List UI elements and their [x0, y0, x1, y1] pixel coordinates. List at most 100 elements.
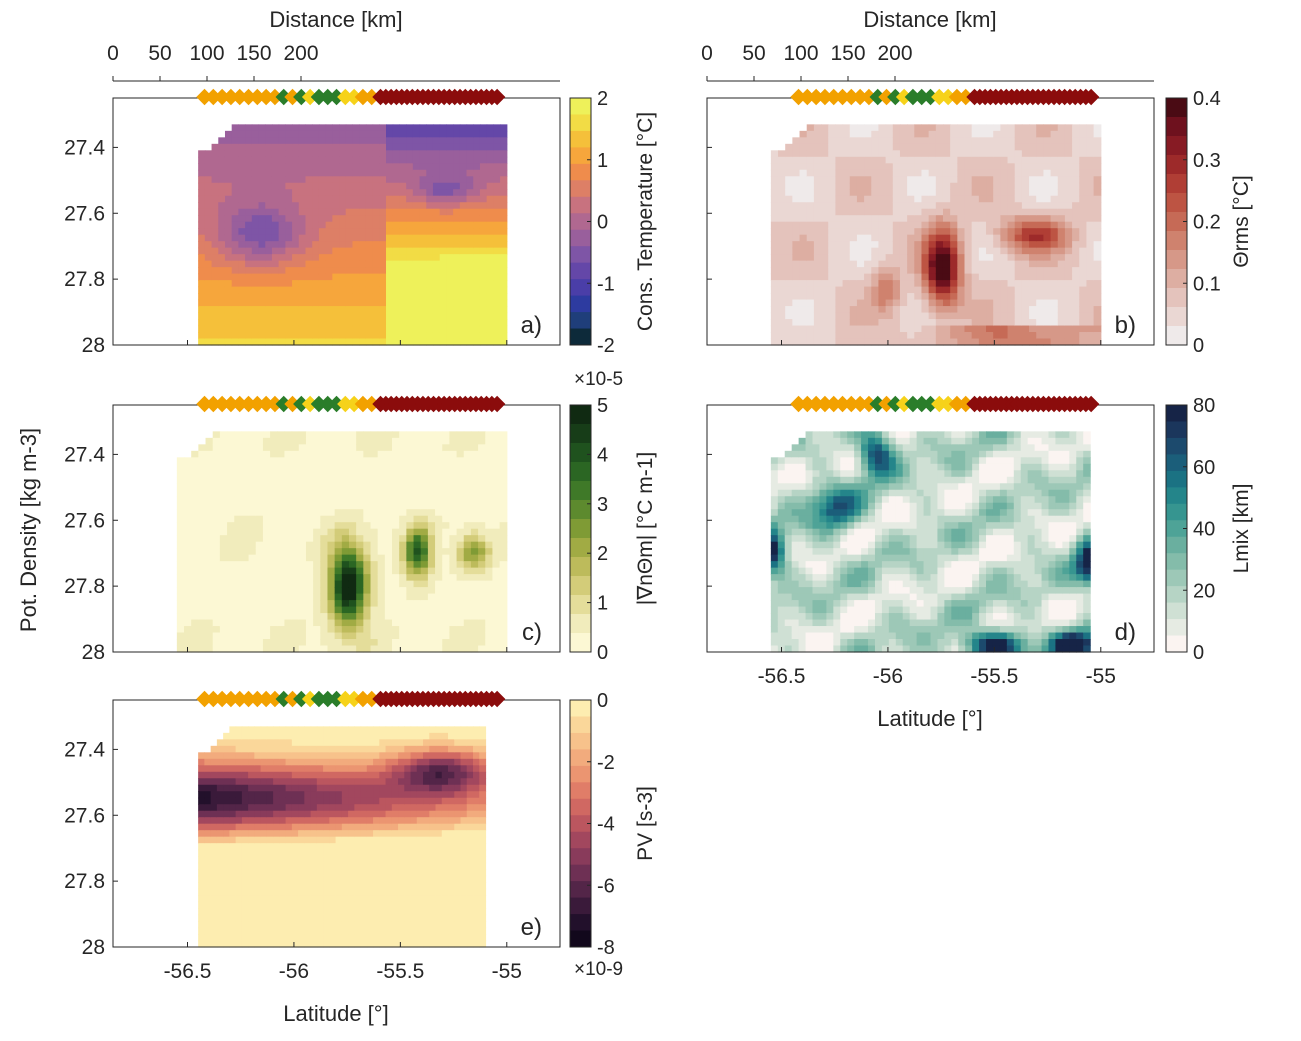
- heatmap-cell: [886, 313, 894, 320]
- heatmap-cell: [1072, 176, 1080, 183]
- heatmap-cell: [420, 332, 427, 339]
- heatmap-cell: [1036, 144, 1044, 151]
- heatmap-cell: [785, 222, 793, 229]
- heatmap-cell: [279, 254, 286, 261]
- heatmap-cell: [206, 548, 214, 555]
- heatmap-cell: [346, 137, 353, 144]
- heatmap-cell: [421, 594, 429, 601]
- heatmap-cell: [284, 477, 292, 484]
- heatmap-cell: [406, 600, 414, 607]
- heatmap-cell: [453, 287, 460, 294]
- heatmap-cell: [850, 274, 858, 281]
- heatmap-cell: [277, 633, 285, 640]
- heatmap-cell: [392, 626, 400, 633]
- heatmap-cell: [306, 131, 313, 138]
- heatmap-cell: [500, 535, 508, 542]
- heatmap-cell: [234, 600, 242, 607]
- heatmap-cell: [943, 241, 951, 248]
- heatmap-cell: [319, 241, 326, 248]
- heatmap-cell: [1015, 248, 1023, 255]
- heatmap-cell: [198, 470, 206, 477]
- heatmap-cell: [467, 313, 474, 320]
- heatmap-cell: [312, 332, 319, 339]
- heatmap-cell: [785, 300, 793, 307]
- heatmap-cell: [342, 607, 350, 614]
- heatmap-cell: [943, 306, 951, 313]
- heatmap-cell: [493, 150, 500, 157]
- heatmap-cell: [198, 306, 205, 313]
- heatmap-cell: [1043, 306, 1051, 313]
- heatmap-cell: [265, 300, 272, 307]
- heatmap-cell: [929, 248, 937, 255]
- heatmap-cell: [198, 261, 205, 268]
- heatmap-cell: [1000, 202, 1008, 209]
- heatmap-cell: [256, 516, 264, 523]
- heatmap-cell: [464, 496, 472, 503]
- heatmap-cell: [1094, 150, 1102, 157]
- heatmap-cell: [864, 326, 872, 333]
- heatmap-cell: [1029, 176, 1037, 183]
- heatmap-cell: [493, 183, 500, 190]
- heatmap-cell: [500, 613, 508, 620]
- heatmap-cell: [285, 326, 292, 333]
- heatmap-cell: [460, 228, 467, 235]
- heatmap-cell: [349, 555, 357, 562]
- heatmap-cell: [406, 287, 413, 294]
- heatmap-cell: [460, 313, 467, 320]
- heatmap-cell: [467, 248, 474, 255]
- heatmap-cell: [234, 620, 242, 627]
- heatmap-cell: [871, 222, 879, 229]
- heatmap-cell: [914, 222, 922, 229]
- heatmap-cell: [492, 457, 500, 464]
- heatmap-cell: [1051, 319, 1059, 326]
- heatmap-cell: [238, 319, 245, 326]
- heatmap-cell: [198, 516, 206, 523]
- heatmap-cell: [850, 293, 858, 300]
- heatmap-cell: [929, 163, 937, 170]
- heatmap-cell: [292, 522, 300, 529]
- heatmap-cell: [442, 496, 450, 503]
- heatmap-cell: [929, 306, 937, 313]
- heatmap-cell: [306, 639, 314, 646]
- heatmap-cell: [957, 228, 965, 235]
- heatmap-cell: [957, 222, 965, 229]
- heatmap-cell: [464, 444, 472, 451]
- heatmap-cell: [929, 144, 937, 151]
- heatmap-cell: [1022, 267, 1030, 274]
- heatmap-cell: [492, 496, 500, 503]
- heatmap-cell: [460, 274, 467, 281]
- heatmap-cell: [320, 581, 328, 588]
- heatmap-cell: [835, 274, 843, 281]
- heatmap-cell: [359, 280, 366, 287]
- heatmap-cell: [453, 248, 460, 255]
- heatmap-cell: [277, 444, 285, 451]
- heatmap-cell: [378, 587, 386, 594]
- colorbar-tick-label: 0.2: [1193, 212, 1221, 234]
- heatmap-cell: [421, 457, 429, 464]
- heatmap-cell: [326, 131, 333, 138]
- heatmap-cell: [493, 293, 500, 300]
- heatmap-cell: [929, 202, 937, 209]
- heatmap-cell: [406, 124, 413, 131]
- heatmap-cell: [339, 176, 346, 183]
- heatmap-cell: [373, 150, 380, 157]
- heatmap-cell: [284, 470, 292, 477]
- heatmap-cell: [277, 516, 285, 523]
- heatmap-cell: [420, 131, 427, 138]
- heatmap-cell: [320, 626, 328, 633]
- heatmap-cell: [270, 444, 278, 451]
- heatmap-cell: [957, 131, 965, 138]
- heatmap-cell: [326, 280, 333, 287]
- heatmap-cell: [428, 483, 436, 490]
- heatmap-cell: [270, 555, 278, 562]
- heatmap-cell: [857, 332, 865, 339]
- heatmap-cell: [339, 306, 346, 313]
- heatmap-cell: [500, 464, 508, 471]
- heatmap-cell: [249, 444, 257, 451]
- heatmap-cell: [814, 319, 822, 326]
- heatmap-cell: [205, 287, 212, 294]
- heatmap-cell: [327, 620, 335, 627]
- heatmap-cell: [413, 261, 420, 268]
- heatmap-cell: [399, 183, 406, 190]
- heatmap-cell: [500, 261, 507, 268]
